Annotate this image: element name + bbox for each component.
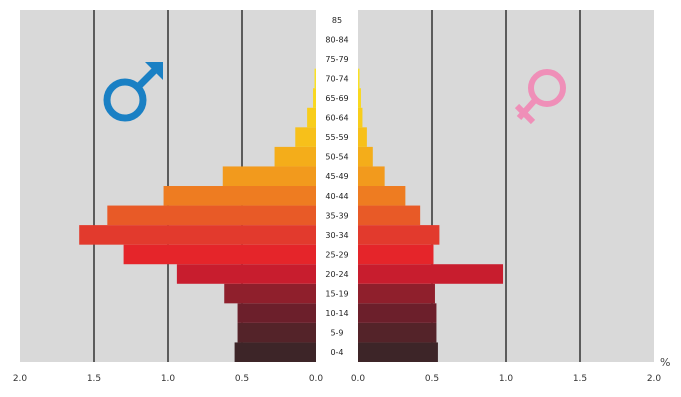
age-label: 70-74: [325, 74, 348, 83]
age-label: 65-69: [325, 94, 348, 103]
female-bar-60-64: [358, 107, 363, 128]
age-label: 55-59: [325, 133, 348, 142]
age-label: 80-84: [325, 35, 348, 44]
age-label: 20-24: [325, 270, 348, 279]
x-tick-label: 2.0: [647, 374, 662, 384]
x-tick-label: 2.0: [13, 374, 28, 384]
male-bar-55-59: [295, 127, 316, 147]
age-label: 25-29: [325, 250, 348, 259]
female-bar-0-4: [358, 342, 438, 362]
female-bar-35-39: [358, 205, 421, 226]
female-bar-65-69: [358, 88, 361, 108]
male-bars: [79, 68, 316, 362]
female-bar-25-29: [358, 244, 434, 265]
female-bar-10-14: [358, 303, 437, 323]
age-label: 45-49: [325, 172, 348, 181]
male-bar-50-54: [274, 146, 316, 167]
age-label: 0-4: [330, 348, 343, 357]
female-bar-70-74: [358, 68, 360, 89]
x-tick-label: 0.0: [351, 374, 366, 384]
male-bar-40-44: [163, 186, 316, 206]
female-bar-50-54: [358, 146, 373, 167]
age-label: 50-54: [325, 153, 348, 162]
x-axis-tick-labels: 2.0 1.5 1.0 0.5 0.0 0.0 0.5 1.0 1.5 2.0: [13, 374, 662, 384]
female-symbol-icon: [514, 69, 566, 125]
female-bar-15-19: [358, 283, 435, 304]
age-label: 15-19: [325, 290, 348, 299]
age-label: 10-14: [325, 309, 348, 318]
age-label: 35-39: [325, 211, 348, 220]
male-bar-15-19: [224, 283, 316, 304]
x-tick-label: 1.0: [499, 374, 514, 384]
x-tick-label: 0.0: [309, 374, 324, 384]
male-symbol-icon: [103, 62, 163, 122]
age-label: 60-64: [325, 114, 348, 123]
female-bar-55-59: [358, 127, 367, 147]
age-group-labels: 0-4 5-9 10-14 15-19 20-24 25-29 30-34 35-39 40-4…: [325, 16, 348, 357]
age-label: 75-79: [325, 55, 348, 64]
female-bar-30-34: [358, 225, 440, 245]
male-bar-45-49: [222, 166, 316, 186]
female-bar-45-49: [358, 166, 385, 186]
x-tick-label: 1.5: [87, 374, 101, 384]
age-label: 85: [332, 16, 342, 25]
age-label: 30-34: [325, 231, 348, 240]
female-bars: [358, 68, 504, 362]
x-tick-label: 0.5: [425, 374, 439, 384]
male-bar-0-4: [234, 342, 316, 362]
male-bar-60-64: [307, 107, 316, 128]
x-tick-label: 1.0: [161, 374, 176, 384]
male-bar-25-29: [123, 244, 316, 265]
age-label: 5-9: [330, 329, 343, 338]
unit-label: %: [660, 356, 670, 369]
male-bar-30-34: [79, 225, 316, 245]
male-bar-35-39: [107, 205, 316, 226]
female-bar-40-44: [358, 186, 406, 206]
male-bar-70-74: [314, 68, 316, 89]
center-age-strip: [316, 10, 358, 362]
male-bar-65-69: [313, 88, 316, 108]
female-bar-20-24: [358, 264, 504, 284]
x-tick-label: 1.5: [573, 374, 587, 384]
female-bar-5-9: [358, 322, 437, 343]
male-bar-20-24: [176, 264, 316, 284]
age-label: 40-44: [325, 192, 348, 201]
male-bar-10-14: [237, 303, 316, 323]
male-bar-5-9: [237, 322, 316, 343]
x-tick-label: 0.5: [235, 374, 249, 384]
